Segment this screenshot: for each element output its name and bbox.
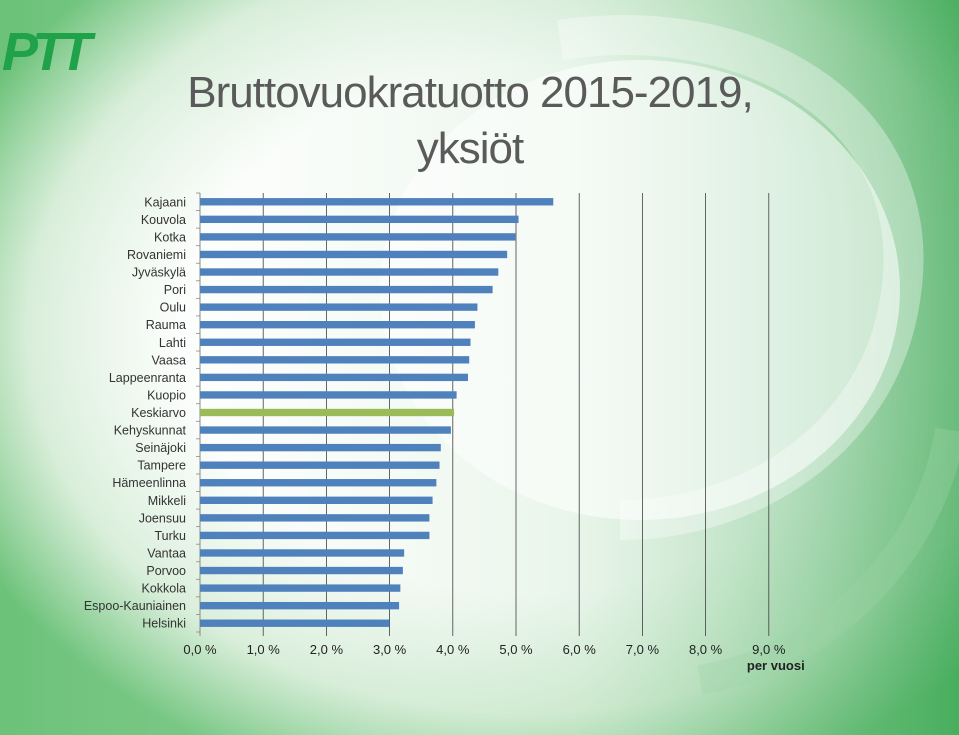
bar-tampere <box>200 461 440 469</box>
category-label: Kotka <box>154 230 186 244</box>
bar-mikkeli <box>200 496 433 504</box>
ptt-logo-text: PTT <box>2 22 96 78</box>
category-label: Kouvola <box>141 213 186 227</box>
category-label: Lappeenranta <box>109 371 186 385</box>
bar-oulu <box>200 303 478 311</box>
bar-lappeenranta <box>200 373 468 382</box>
bar-kouvola <box>200 215 519 224</box>
ptt-logo: PTT <box>2 22 102 78</box>
x-tick-label: 9,0 % <box>752 642 786 657</box>
bar-hämeenlinna <box>200 479 437 487</box>
category-label: Pori <box>164 283 186 297</box>
category-label: Vaasa <box>151 353 186 367</box>
x-tick-label: 4,0 % <box>436 642 470 657</box>
category-label: Kehyskunnat <box>114 424 187 438</box>
bar-kuopio <box>200 391 457 399</box>
category-label: Lahti <box>159 336 186 350</box>
x-tick-label: 6,0 % <box>563 642 597 657</box>
chart-title-line1: Bruttovuokratuotto 2015-2019, <box>187 68 753 117</box>
bar-rauma <box>200 321 475 329</box>
bar-seinäjoki <box>200 443 441 452</box>
category-label: Turku <box>155 529 187 543</box>
bar-kotka <box>200 233 516 241</box>
x-tick-label: 5,0 % <box>499 642 533 657</box>
bar-vantaa <box>200 549 405 557</box>
x-axis-label: per vuosi <box>747 658 805 673</box>
category-labels: Kajaani Kouvola Kotka Rovaniemi Jyväskylä Por… <box>84 195 187 630</box>
category-label: Tampere <box>137 459 186 473</box>
bar-pori <box>200 285 493 294</box>
x-tick-label: 3,0 % <box>373 642 407 657</box>
bar-helsinki <box>200 619 390 627</box>
x-tick-label: 7,0 % <box>626 642 660 657</box>
category-label: Hämeenlinna <box>112 476 186 490</box>
bars <box>200 198 554 627</box>
bar-keskiarvo <box>200 408 455 417</box>
bar-kokkola <box>200 584 401 592</box>
bar-vaasa <box>200 356 470 364</box>
category-label: Kuopio <box>147 388 186 402</box>
category-label: Mikkeli <box>148 494 186 508</box>
bar-porvoo <box>200 566 403 575</box>
category-label: Helsinki <box>142 617 186 631</box>
bar-joensuu <box>200 514 430 522</box>
category-label: Vantaa <box>147 546 186 560</box>
x-tick-label: 1,0 % <box>247 642 281 657</box>
category-label: Rauma <box>146 318 186 332</box>
category-label: Porvoo <box>146 564 186 578</box>
bar-turku <box>200 531 430 540</box>
bar-jyväskylä <box>200 268 499 276</box>
x-tick-label: 8,0 % <box>689 642 723 657</box>
category-label: Kokkola <box>142 582 187 596</box>
category-label: Kajaani <box>144 195 186 209</box>
x-tick-label: 0,0 % <box>183 642 217 657</box>
x-tick-label: 2,0 % <box>310 642 344 657</box>
category-label: Jyväskylä <box>132 266 186 280</box>
bar-kehyskunnat <box>200 426 451 434</box>
bar-lahti <box>200 338 471 346</box>
bar-rovaniemi <box>200 250 508 259</box>
category-label: Espoo-Kauniainen <box>84 599 186 613</box>
bar-espoo-kauniainen <box>200 601 400 610</box>
category-label: Keskiarvo <box>131 406 186 420</box>
category-label: Rovaniemi <box>127 248 186 262</box>
category-label: Seinäjoki <box>135 441 186 455</box>
category-label: Oulu <box>160 301 186 315</box>
category-label: Joensuu <box>139 511 186 525</box>
bar-kajaani <box>200 198 554 206</box>
chart-title-line2: yksiöt <box>416 124 524 173</box>
x-tick-labels: 0,0 % 1,0 % 2,0 % 3,0 % 4,0 % 5,0 % 6,0 % 7,0 %… <box>183 642 785 657</box>
